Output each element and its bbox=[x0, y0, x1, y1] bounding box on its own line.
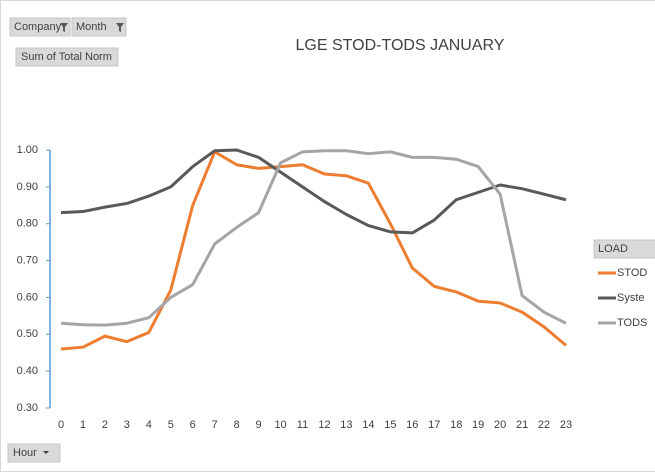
x-tick-label: 1 bbox=[80, 419, 86, 431]
x-tick-label: 9 bbox=[256, 419, 262, 431]
legend-label: Syste bbox=[617, 292, 645, 304]
x-tick-label: 21 bbox=[516, 419, 528, 431]
x-tick-label: 3 bbox=[124, 419, 130, 431]
axis-field-label: Hour bbox=[13, 447, 37, 459]
x-tick-label: 13 bbox=[340, 419, 352, 431]
x-tick-label: 17 bbox=[428, 419, 440, 431]
y-tick-label: 0.80 bbox=[17, 218, 38, 230]
x-tick-label: 10 bbox=[274, 419, 286, 431]
x-tick-label: 16 bbox=[406, 419, 418, 431]
filter-button[interactable] bbox=[9, 17, 71, 37]
y-tick-label: 0.30 bbox=[17, 402, 38, 414]
line-series bbox=[60, 150, 567, 351]
y-tick-label: 1.00 bbox=[17, 144, 38, 156]
x-tick-label: 7 bbox=[212, 419, 218, 431]
y-tick-label: 0.70 bbox=[17, 254, 38, 266]
filter-icon bbox=[116, 23, 124, 32]
y-tick-label: 0.50 bbox=[17, 328, 38, 340]
value-field-button[interactable] bbox=[15, 47, 119, 67]
y-tick-label: 0.60 bbox=[17, 291, 38, 303]
axis-field-button[interactable] bbox=[7, 443, 61, 463]
line-series bbox=[60, 149, 567, 327]
x-tick-label: 6 bbox=[190, 419, 196, 431]
y-tick-label: 0.90 bbox=[17, 181, 38, 193]
x-tick-label: 0 bbox=[58, 419, 64, 431]
x-tick-label: 22 bbox=[538, 419, 550, 431]
x-tick-label: 19 bbox=[472, 419, 484, 431]
x-tick-label: 20 bbox=[494, 419, 506, 431]
x-tick-label: 2 bbox=[102, 419, 108, 431]
x-tick-label: 5 bbox=[168, 419, 174, 431]
x-tick-label: 11 bbox=[297, 419, 308, 431]
legend-label: STOD bbox=[617, 267, 647, 279]
legend-field-button[interactable] bbox=[593, 239, 655, 259]
value-field-label: Sum of Total Norm bbox=[21, 51, 112, 63]
legend-title: LOAD bbox=[598, 243, 628, 255]
filter-button[interactable] bbox=[71, 17, 127, 37]
x-tick-label: 23 bbox=[560, 419, 572, 431]
chart-title: LGE STOD-TODS JANUARY bbox=[296, 37, 505, 54]
y-tick-label: 0.40 bbox=[17, 365, 38, 377]
line-series bbox=[60, 148, 567, 235]
legend-label: TODS bbox=[617, 317, 647, 329]
x-tick-label: 8 bbox=[234, 419, 240, 431]
x-tick-label: 14 bbox=[362, 419, 374, 431]
x-tick-label: 4 bbox=[146, 419, 152, 431]
x-tick-label: 18 bbox=[450, 419, 462, 431]
filter-icon bbox=[60, 23, 68, 32]
x-tick-label: 12 bbox=[318, 419, 330, 431]
dropdown-icon bbox=[43, 451, 49, 454]
x-tick-label: 15 bbox=[384, 419, 396, 431]
filter-label: Company bbox=[14, 21, 62, 33]
filter-label: Month bbox=[76, 21, 107, 33]
